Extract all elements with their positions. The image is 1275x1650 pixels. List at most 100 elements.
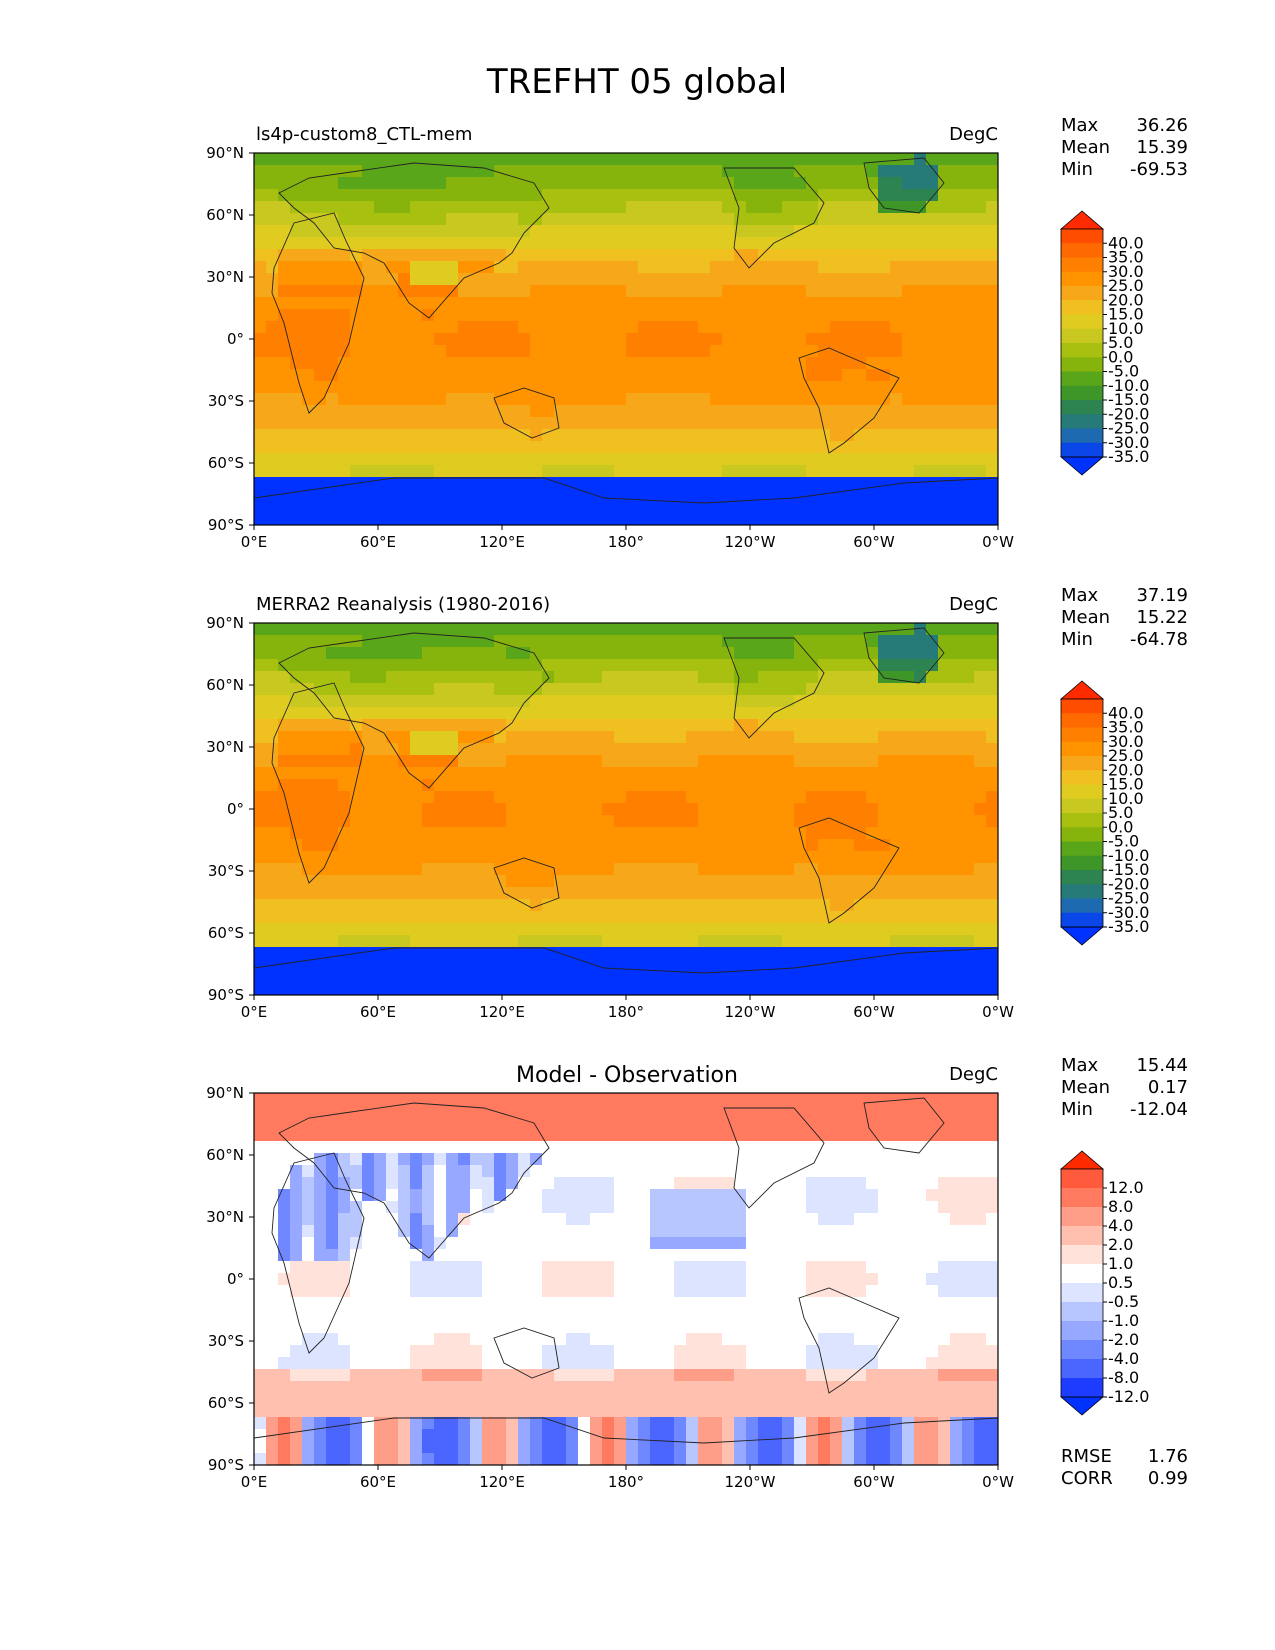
field-cell — [734, 1177, 747, 1190]
field-cell — [926, 1201, 939, 1214]
field-cell — [302, 261, 315, 274]
field-cell — [782, 357, 795, 370]
field-cell — [818, 923, 831, 936]
field-cell — [746, 971, 759, 984]
field-cell — [278, 683, 291, 696]
field-cell — [578, 321, 591, 334]
field-cell — [590, 321, 603, 334]
field-cell — [518, 779, 531, 792]
field-cell — [434, 345, 447, 358]
field-cell — [422, 719, 435, 732]
field-cell — [974, 911, 987, 924]
field-cell — [854, 899, 867, 912]
field-cell — [770, 393, 783, 406]
field-cell — [590, 201, 603, 214]
field-cell — [266, 213, 279, 226]
field-cell — [290, 923, 303, 936]
field-cell — [458, 357, 471, 370]
field-cell — [770, 815, 783, 828]
field-cell — [806, 1093, 819, 1106]
field-cell — [710, 465, 723, 478]
field-cell — [278, 983, 291, 995]
field-cell — [278, 863, 291, 876]
field-cell — [458, 635, 471, 648]
field-cell — [338, 671, 351, 684]
field-cell — [710, 683, 723, 696]
field-cell — [698, 899, 711, 912]
field-cell — [554, 695, 567, 708]
field-cell — [842, 237, 855, 250]
field-cell — [518, 947, 531, 960]
field-cell — [638, 623, 651, 636]
field-cell — [842, 1153, 855, 1166]
field-cell — [890, 719, 903, 732]
field-cell — [506, 911, 519, 924]
field-cell — [410, 911, 423, 924]
field-cell — [782, 1237, 795, 1250]
field-cell — [410, 935, 423, 948]
field-cell — [758, 851, 771, 864]
field-cell — [410, 803, 423, 816]
field-cell — [374, 441, 387, 454]
field-cell — [758, 357, 771, 370]
field-cell — [566, 201, 579, 214]
field-cell — [422, 707, 435, 720]
field-cell — [602, 719, 615, 732]
field-cell — [518, 1141, 531, 1154]
field-cell — [722, 887, 735, 900]
field-cell — [506, 345, 519, 358]
field-cell — [650, 731, 663, 744]
field-cell — [698, 647, 711, 660]
field-cell — [770, 707, 783, 720]
field-cell — [662, 983, 675, 995]
field-cell — [626, 1237, 639, 1250]
field-cell — [974, 659, 987, 672]
field-cell — [650, 213, 663, 226]
field-cell — [734, 755, 747, 768]
field-cell — [434, 513, 447, 525]
field-cell — [806, 441, 819, 454]
field-cell — [254, 935, 267, 948]
field-cell — [374, 417, 387, 430]
field-cell — [662, 153, 675, 166]
field-cell — [542, 369, 555, 382]
field-cell — [890, 165, 903, 178]
field-cell — [722, 719, 735, 732]
field-cell — [470, 1141, 483, 1154]
colorbar-segment — [1061, 314, 1103, 330]
field-cell — [518, 707, 531, 720]
field-cell — [290, 971, 303, 984]
field-cell — [410, 177, 423, 190]
field-cell — [818, 201, 831, 214]
field-cell — [398, 1117, 411, 1130]
field-cell — [662, 1189, 675, 1202]
field-cell — [914, 899, 927, 912]
field-cell — [518, 177, 531, 190]
field-cell — [950, 1249, 963, 1262]
field-cell — [578, 1261, 591, 1274]
field-cell — [338, 875, 351, 888]
field-cell — [374, 1225, 387, 1238]
field-cell — [566, 647, 579, 660]
field-cell — [926, 237, 939, 250]
field-cell — [542, 1201, 555, 1214]
field-cell — [566, 513, 579, 525]
field-cell — [878, 333, 891, 346]
field-cell — [674, 501, 687, 514]
field-cell — [290, 213, 303, 226]
field-cell — [758, 165, 771, 178]
field-cell — [494, 297, 507, 310]
field-cell — [950, 1105, 963, 1118]
field-cell — [470, 635, 483, 648]
field-cell — [746, 923, 759, 936]
field-cell — [674, 923, 687, 936]
field-cell — [410, 683, 423, 696]
field-cell — [938, 863, 951, 876]
field-cell — [374, 1237, 387, 1250]
y-tick-label: 30°S — [208, 862, 244, 880]
field-cell — [902, 1237, 915, 1250]
field-cell — [986, 683, 998, 696]
field-cell — [530, 237, 543, 250]
field-cell — [422, 513, 435, 525]
field-cell — [278, 189, 291, 202]
